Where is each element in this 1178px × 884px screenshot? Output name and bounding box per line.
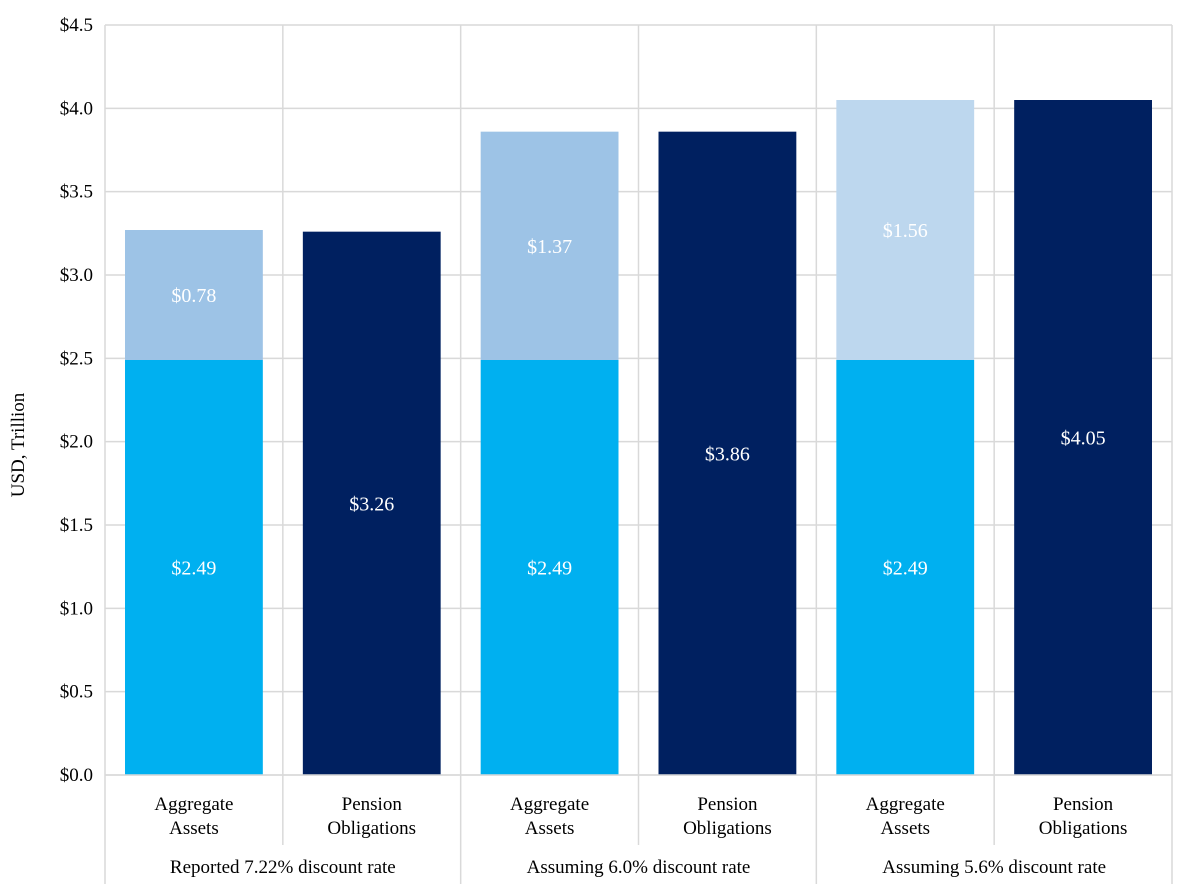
gridlines — [104, 24, 1173, 884]
bar-segment — [836, 100, 975, 360]
bar-segment — [302, 231, 441, 775]
y-tick-label: $4.0 — [60, 98, 93, 119]
category-label: Obligations — [1039, 818, 1128, 839]
y-tick-label: $1.0 — [60, 598, 93, 619]
group-label: Assuming 6.0% discount rate — [527, 857, 751, 878]
y-axis-title: USD, Trillion — [8, 392, 29, 497]
bar-segment — [836, 360, 975, 775]
y-tick-label: $1.5 — [60, 515, 93, 536]
bar-segment — [125, 360, 263, 775]
data-label: $0.78 — [171, 285, 216, 307]
data-label: $1.37 — [527, 236, 572, 258]
group-label: Assuming 5.6% discount rate — [882, 857, 1106, 878]
y-tick-label: $2.5 — [60, 348, 93, 369]
category-label: Pension — [697, 794, 758, 815]
data-labels: $2.49 $0.78 $3.26 $2.49 $1.37 $3.86 $2.49 $1.56… — [171, 220, 1105, 580]
y-tick-label: $3.0 — [60, 265, 93, 286]
category-label: Pension — [1053, 794, 1114, 815]
bar-segment — [658, 131, 797, 775]
data-label: $4.05 — [1061, 428, 1106, 450]
category-label: Pension — [342, 794, 403, 815]
y-tick-label: $3.5 — [60, 182, 93, 203]
y-tick-label: $2.0 — [60, 432, 93, 453]
y-tick-label: $4.5 — [60, 15, 93, 36]
y-tick-label: $0.5 — [60, 682, 93, 703]
category-label: Aggregate — [510, 794, 589, 815]
category-label: Assets — [169, 818, 219, 839]
category-label: Obligations — [327, 818, 416, 839]
bars — [125, 100, 1152, 775]
category-label: Assets — [525, 818, 575, 839]
bar-segment — [1014, 100, 1152, 775]
category-label: Aggregate — [866, 794, 945, 815]
category-label: Obligations — [683, 818, 772, 839]
group-label: Reported 7.22% discount rate — [170, 857, 396, 878]
category-label: Assets — [880, 818, 930, 839]
bar-segment — [480, 360, 619, 775]
axes: $0.0 $0.5 $1.0 $1.5 $2.0 $2.5 $3.0 $3.5 $4.0 $4.5… — [60, 15, 1172, 878]
bar-segment — [125, 230, 263, 360]
bar-segment — [480, 131, 619, 360]
data-label: $2.49 — [527, 558, 572, 580]
data-label: $2.49 — [883, 558, 928, 580]
category-label: Aggregate — [154, 794, 233, 815]
data-label: $1.56 — [883, 220, 928, 242]
data-label: $2.49 — [171, 558, 216, 580]
data-label: $3.26 — [349, 493, 394, 515]
data-label: $3.86 — [705, 443, 750, 465]
y-tick-label: $0.0 — [60, 765, 93, 786]
